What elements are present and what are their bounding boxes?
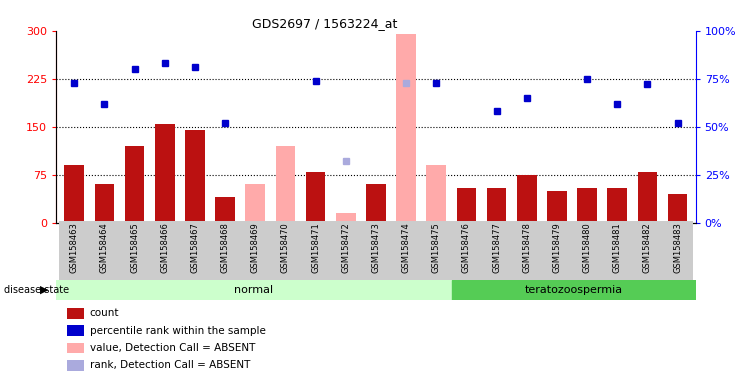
Bar <box>56 280 452 300</box>
Bar <box>482 221 512 280</box>
Bar <box>331 221 361 280</box>
Bar <box>512 221 542 280</box>
Bar <box>94 184 114 223</box>
Bar <box>542 221 572 280</box>
Bar <box>456 187 476 223</box>
Bar <box>89 221 120 280</box>
Bar <box>452 280 696 300</box>
Title: GDS2697 / 1563224_at: GDS2697 / 1563224_at <box>252 17 397 30</box>
Bar <box>215 197 235 223</box>
Text: GSM158480: GSM158480 <box>583 223 592 273</box>
Bar <box>245 184 265 223</box>
Text: GSM158465: GSM158465 <box>130 223 139 273</box>
Text: GSM158466: GSM158466 <box>160 223 169 273</box>
Bar <box>336 213 355 223</box>
Text: value, Detection Call = ABSENT: value, Detection Call = ABSENT <box>90 343 255 353</box>
Bar <box>547 191 567 223</box>
Bar <box>64 165 84 223</box>
Text: GSM158475: GSM158475 <box>432 223 441 273</box>
Text: ▶: ▶ <box>40 285 49 295</box>
Text: rank, Detection Call = ABSENT: rank, Detection Call = ABSENT <box>90 360 250 370</box>
Bar <box>275 146 295 223</box>
Text: GSM158483: GSM158483 <box>673 223 682 273</box>
Bar <box>663 221 693 280</box>
Bar <box>155 124 174 223</box>
Bar <box>301 221 331 280</box>
Text: GSM158477: GSM158477 <box>492 223 501 273</box>
Bar <box>426 165 446 223</box>
Bar <box>150 221 180 280</box>
Bar <box>180 221 210 280</box>
Bar <box>125 146 144 223</box>
Bar <box>451 221 482 280</box>
Bar <box>240 221 270 280</box>
Text: GSM158474: GSM158474 <box>402 223 411 273</box>
Bar <box>602 221 632 280</box>
Text: GSM158467: GSM158467 <box>191 223 200 273</box>
Bar <box>120 221 150 280</box>
Text: GSM158469: GSM158469 <box>251 223 260 273</box>
Bar <box>572 221 602 280</box>
Text: GSM158482: GSM158482 <box>643 223 652 273</box>
Bar <box>396 34 416 223</box>
Text: count: count <box>90 308 119 318</box>
Bar <box>487 187 506 223</box>
Text: GSM158479: GSM158479 <box>552 223 561 273</box>
Text: GSM158476: GSM158476 <box>462 223 471 273</box>
Text: GSM158472: GSM158472 <box>341 223 350 273</box>
Bar <box>366 184 386 223</box>
Text: GSM158481: GSM158481 <box>613 223 622 273</box>
Bar <box>361 221 391 280</box>
Bar <box>637 172 657 223</box>
Text: GSM158468: GSM158468 <box>221 223 230 273</box>
Text: GSM158463: GSM158463 <box>70 223 79 273</box>
Text: GSM158478: GSM158478 <box>522 223 531 273</box>
Text: GSM158471: GSM158471 <box>311 223 320 273</box>
Bar <box>421 221 451 280</box>
Bar <box>210 221 240 280</box>
Bar <box>517 175 536 223</box>
Text: teratozoospermia: teratozoospermia <box>525 285 623 295</box>
Text: GSM158470: GSM158470 <box>280 223 290 273</box>
Bar <box>59 221 89 280</box>
Bar <box>632 221 663 280</box>
Text: disease state: disease state <box>4 285 69 295</box>
Text: normal: normal <box>234 285 274 295</box>
Bar <box>607 187 627 223</box>
Text: GSM158464: GSM158464 <box>100 223 109 273</box>
Text: GSM158473: GSM158473 <box>371 223 381 273</box>
Bar <box>577 187 597 223</box>
Bar <box>185 130 205 223</box>
Bar <box>668 194 687 223</box>
Bar <box>306 172 325 223</box>
Bar <box>391 221 421 280</box>
Bar <box>270 221 301 280</box>
Text: percentile rank within the sample: percentile rank within the sample <box>90 326 266 336</box>
